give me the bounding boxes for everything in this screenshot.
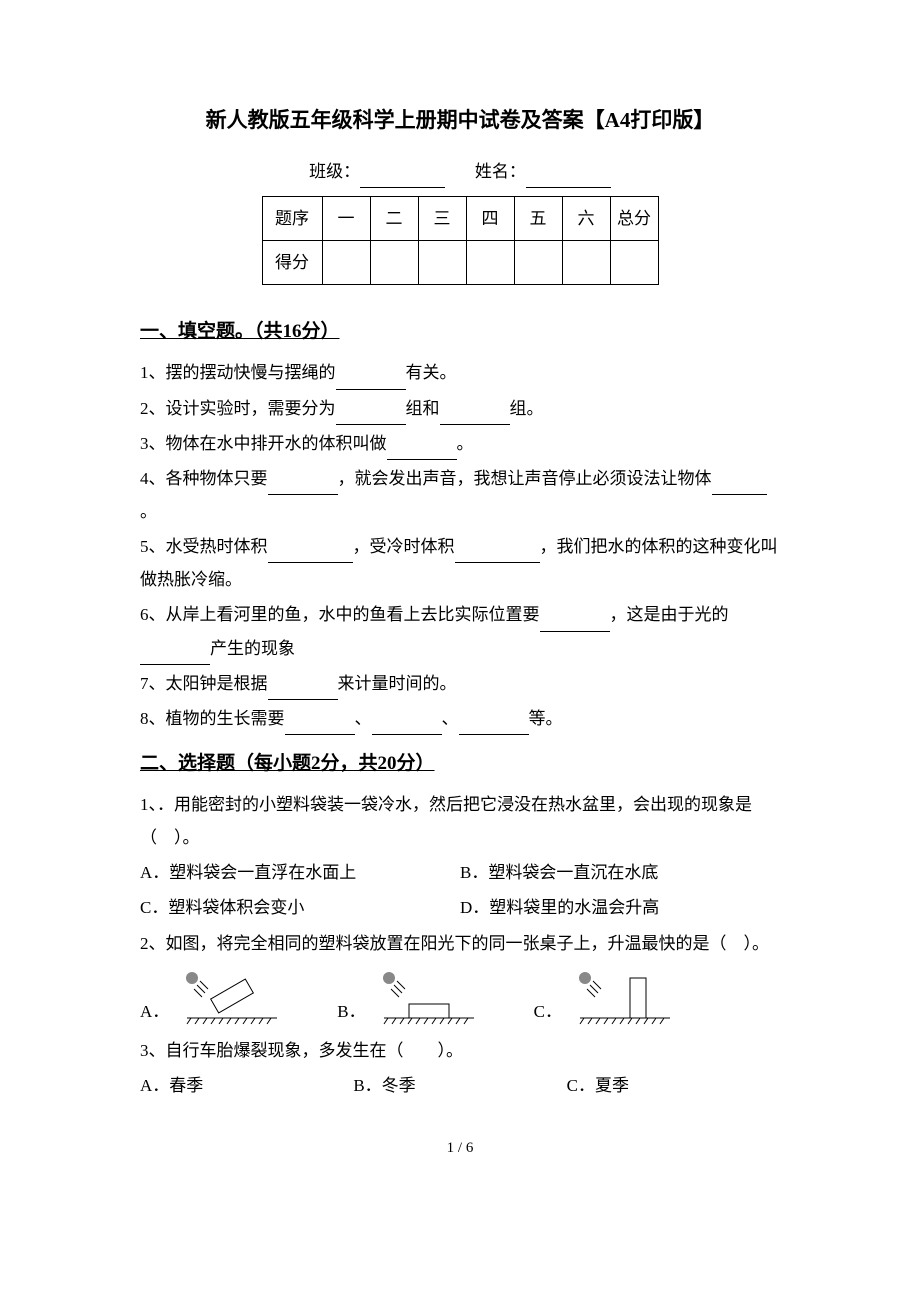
exam-title: 新人教版五年级科学上册期中试卷及答案【A4打印版】 [140,100,780,141]
score-cell [466,241,514,285]
diagram-c: C． [534,968,680,1028]
col-total: 总分 [610,197,658,241]
text: ，受冷时体积 [353,537,455,556]
sun-flat-icon [374,968,484,1028]
s1-q7: 7、太阳钟是根据 来计量时间的。 [140,667,780,700]
blank [440,408,510,425]
s2-q2-diagrams: A． B． [140,968,780,1028]
s2-q1-stem: 1、．用能密封的小塑料袋装一袋冷水，然后把它浸没在热水盆里，会出现的现象是（ ）… [140,788,780,854]
opt-b: B．塑料袋会一直沉在水底 [460,856,780,889]
text: 5、水受热时体积 [140,537,268,556]
text: 组和 [406,399,440,418]
row-header: 题序 [262,197,322,241]
score-cell [562,241,610,285]
text: 、 [355,709,372,728]
score-cell [370,241,418,285]
class-blank [360,171,445,188]
table-row: 得分 [262,241,658,285]
score-table: 题序 一 二 三 四 五 六 总分 得分 [262,196,659,285]
s1-q2: 2、设计实验时，需要分为 组和 组。 [140,392,780,425]
col-2: 二 [370,197,418,241]
text: 有关。 [406,363,457,382]
text: ，就会发出声音，我想让声音停止必须设法让物体 [338,469,712,488]
text: 产生的现象 [210,639,295,658]
text: 6、从岸上看河里的鱼，水中的鱼看上去比实际位置要 [140,605,540,624]
text: 1、摆的摆动快慢与摆绳的 [140,363,336,382]
blank [268,478,338,495]
s2-q1-row1: A．塑料袋会一直浮在水面上 B．塑料袋会一直沉在水底 [140,856,780,889]
text: 。 [140,502,157,521]
opt-a: A．春季 [140,1069,353,1102]
section2-heading: 二、选择题（每小题2分，共20分） [140,745,780,782]
blank [372,718,442,735]
col-4: 四 [466,197,514,241]
s1-q5: 5、水受热时体积，受冷时体积，我们把水的体积的这种变化叫做热胀冷缩。 [140,530,780,596]
header-line: 班级： 姓名： [140,155,780,188]
blank [712,478,767,495]
s1-q6: 6、从岸上看河里的鱼，水中的鱼看上去比实际位置要 ，这是由于光的产生的现象 [140,598,780,664]
opt-c: C．夏季 [567,1069,780,1102]
text: 8、植物的生长需要 [140,709,285,728]
opt-a: A．塑料袋会一直浮在水面上 [140,856,460,889]
text: 7、太阳钟是根据 [140,674,268,693]
col-6: 六 [562,197,610,241]
blank [387,443,457,460]
score-cell [514,241,562,285]
text: 3、物体在水中排开水的体积叫做 [140,434,387,453]
section1-heading: 一、填空题。（共16分） [140,313,780,350]
score-cell [322,241,370,285]
text: 来计量时间的。 [338,674,457,693]
class-label: 班级： [309,162,360,181]
label-a: A． [140,995,169,1028]
sun-vertical-icon [570,968,680,1028]
blank [336,373,406,390]
blank [459,718,529,735]
text: 2、设计实验时，需要分为 [140,399,336,418]
opt-b: B．冬季 [353,1069,566,1102]
score-header: 得分 [262,241,322,285]
s2-q3-stem: 3、自行车胎爆裂现象，多发生在（ ）。 [140,1034,780,1067]
text: 等。 [529,709,563,728]
text: 。 [457,434,474,453]
col-1: 一 [322,197,370,241]
score-cell [610,241,658,285]
s1-q8: 8、植物的生长需要 、 、 等。 [140,702,780,735]
opt-c: C．塑料袋体积会变小 [140,891,460,924]
text: 4、各种物体只要 [140,469,268,488]
s2-q1-row2: C．塑料袋体积会变小 D．塑料袋里的水温会升高 [140,891,780,924]
blank [540,615,610,632]
blank [268,546,353,563]
s2-q2-stem: 2、如图，将完全相同的塑料袋放置在阳光下的同一张桌子上，升温最快的是（ ）。 [140,927,780,960]
s2-q3-row: A．春季 B．冬季 C．夏季 [140,1069,780,1102]
diagram-b: B． [337,968,483,1028]
table-row: 题序 一 二 三 四 五 六 总分 [262,197,658,241]
blank [140,648,210,665]
text: 、 [442,709,459,728]
name-label: 姓名： [475,162,526,181]
blank [268,683,338,700]
s1-q3: 3、物体在水中排开水的体积叫做 。 [140,427,780,460]
col-3: 三 [418,197,466,241]
diagram-a: A． [140,968,287,1028]
blank [336,408,406,425]
opt-d: D．塑料袋里的水温会升高 [460,891,780,924]
sun-angled-icon [177,968,287,1028]
label-c: C． [534,995,562,1028]
s1-q4: 4、各种物体只要 ，就会发出声音，我想让声音停止必须设法让物体。 [140,462,780,528]
blank [285,718,355,735]
page-number: 1 / 6 [140,1134,780,1163]
blank [455,546,540,563]
name-blank [526,171,611,188]
text: ，这是由于光的 [610,605,729,624]
label-b: B． [337,995,365,1028]
s1-q1: 1、摆的摆动快慢与摆绳的 有关。 [140,356,780,389]
score-cell [418,241,466,285]
text: 组。 [510,399,544,418]
col-5: 五 [514,197,562,241]
